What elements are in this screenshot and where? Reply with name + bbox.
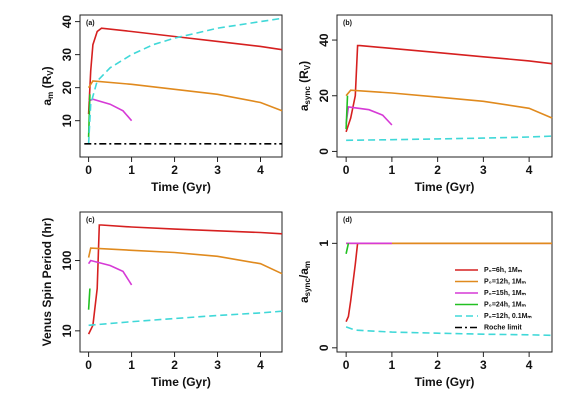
series-line	[345, 95, 349, 130]
series-line	[345, 89, 553, 119]
series-line	[87, 224, 283, 335]
x-tick-label: 0	[85, 358, 92, 372]
x-tick-label: 0	[343, 358, 350, 372]
legend-label: P₀=24h, 1Mₘ	[484, 301, 527, 308]
legend-label: P₀=6h, 1Mₘ	[484, 267, 523, 274]
series-line	[346, 135, 553, 142]
y-axis-title-part: m	[303, 261, 312, 268]
x-tick-label: 1	[389, 163, 396, 177]
plot-frame	[336, 211, 553, 353]
y-tick-label: 40	[317, 33, 331, 47]
panel-label: (a)	[86, 20, 95, 27]
y-axis-title: async/am	[297, 261, 311, 303]
series-line	[345, 105, 393, 126]
series-line	[345, 44, 553, 133]
y-axis-title-part: m	[46, 92, 55, 99]
y-tick-label: 0	[317, 148, 331, 155]
x-tick-label: 3	[480, 358, 487, 372]
y-axis-title-part: a	[297, 296, 311, 303]
x-axis-title: Time (Gyr)	[151, 180, 211, 194]
x-tick-label: 3	[214, 163, 221, 177]
plot-frame	[336, 14, 553, 158]
x-axis-title: Time (Gyr)	[151, 375, 211, 389]
series-line	[87, 17, 283, 144]
x-tick-label: 2	[434, 163, 441, 177]
y-axis-title-part: V	[46, 70, 55, 76]
y-tick-label: 1	[317, 240, 331, 247]
series-line	[345, 326, 553, 337]
x-tick-label: 4	[257, 358, 264, 372]
panel-label: (c)	[86, 217, 95, 224]
series-line	[88, 98, 133, 122]
x-tick-label: 2	[171, 358, 178, 372]
x-tick-label: 3	[214, 358, 221, 372]
y-axis-title: async (RV)	[297, 61, 311, 111]
y-tick-label: 40	[60, 15, 74, 29]
y-axis-title-part: V	[303, 64, 312, 70]
x-tick-label: 2	[171, 163, 178, 177]
panel-label: (b)	[343, 20, 352, 27]
panel-label: (d)	[343, 217, 352, 224]
y-axis-title-part: /a	[297, 268, 311, 278]
x-tick-label: 1	[389, 358, 396, 372]
y-axis-title-part: (R	[297, 70, 311, 86]
series-line	[87, 288, 91, 310]
y-axis-title-part: (R	[40, 75, 54, 91]
x-axis-title: Time (Gyr)	[415, 375, 475, 389]
y-axis-title-part: a	[40, 99, 54, 106]
y-axis-title-part: a	[297, 104, 311, 111]
y-tick-label: 30	[60, 48, 74, 62]
y-axis-title-part: sync	[303, 86, 312, 105]
y-tick-label: 0	[317, 344, 331, 351]
x-tick-label: 4	[526, 358, 533, 372]
series-line	[87, 80, 283, 112]
legend-label: P₀=12h, 0.1Mₘ	[484, 313, 532, 320]
x-tick-label: 4	[257, 163, 264, 177]
legend-label: Roche limit	[484, 324, 522, 331]
x-tick-label: 4	[526, 163, 533, 177]
plot-frame	[79, 14, 283, 158]
x-tick-label: 0	[343, 163, 350, 177]
series-line	[88, 310, 283, 327]
legend-label: P₀=15h, 1Mₘ	[484, 290, 527, 297]
y-axis-title-part: Venus Spin Period (hr)	[40, 218, 54, 347]
x-tick-label: 1	[128, 358, 135, 372]
x-tick-label: 1	[128, 163, 135, 177]
x-axis-title: Time (Gyr)	[415, 180, 475, 194]
y-tick-label: 10	[60, 324, 74, 338]
x-tick-label: 3	[480, 163, 487, 177]
y-axis-title-part: )	[297, 61, 311, 65]
y-axis-title-part: sync	[303, 278, 312, 297]
y-tick-label: 20	[317, 89, 331, 103]
legend-label: P₀=12h, 1Mₘ	[484, 278, 527, 285]
series-line	[87, 259, 133, 286]
x-tick-label: 0	[85, 163, 92, 177]
x-tick-label: 2	[434, 358, 441, 372]
y-axis-title: am (RV)	[40, 66, 54, 105]
y-tick-label: 20	[60, 81, 74, 95]
series-line	[87, 27, 283, 115]
y-tick-label: 100	[60, 250, 74, 270]
series-line	[87, 247, 283, 275]
series-line	[345, 243, 350, 254]
plot-frame	[79, 211, 283, 353]
y-axis-title-part: )	[40, 66, 54, 70]
y-axis-title: Venus Spin Period (hr)	[40, 218, 54, 347]
y-tick-label: 10	[60, 114, 74, 128]
